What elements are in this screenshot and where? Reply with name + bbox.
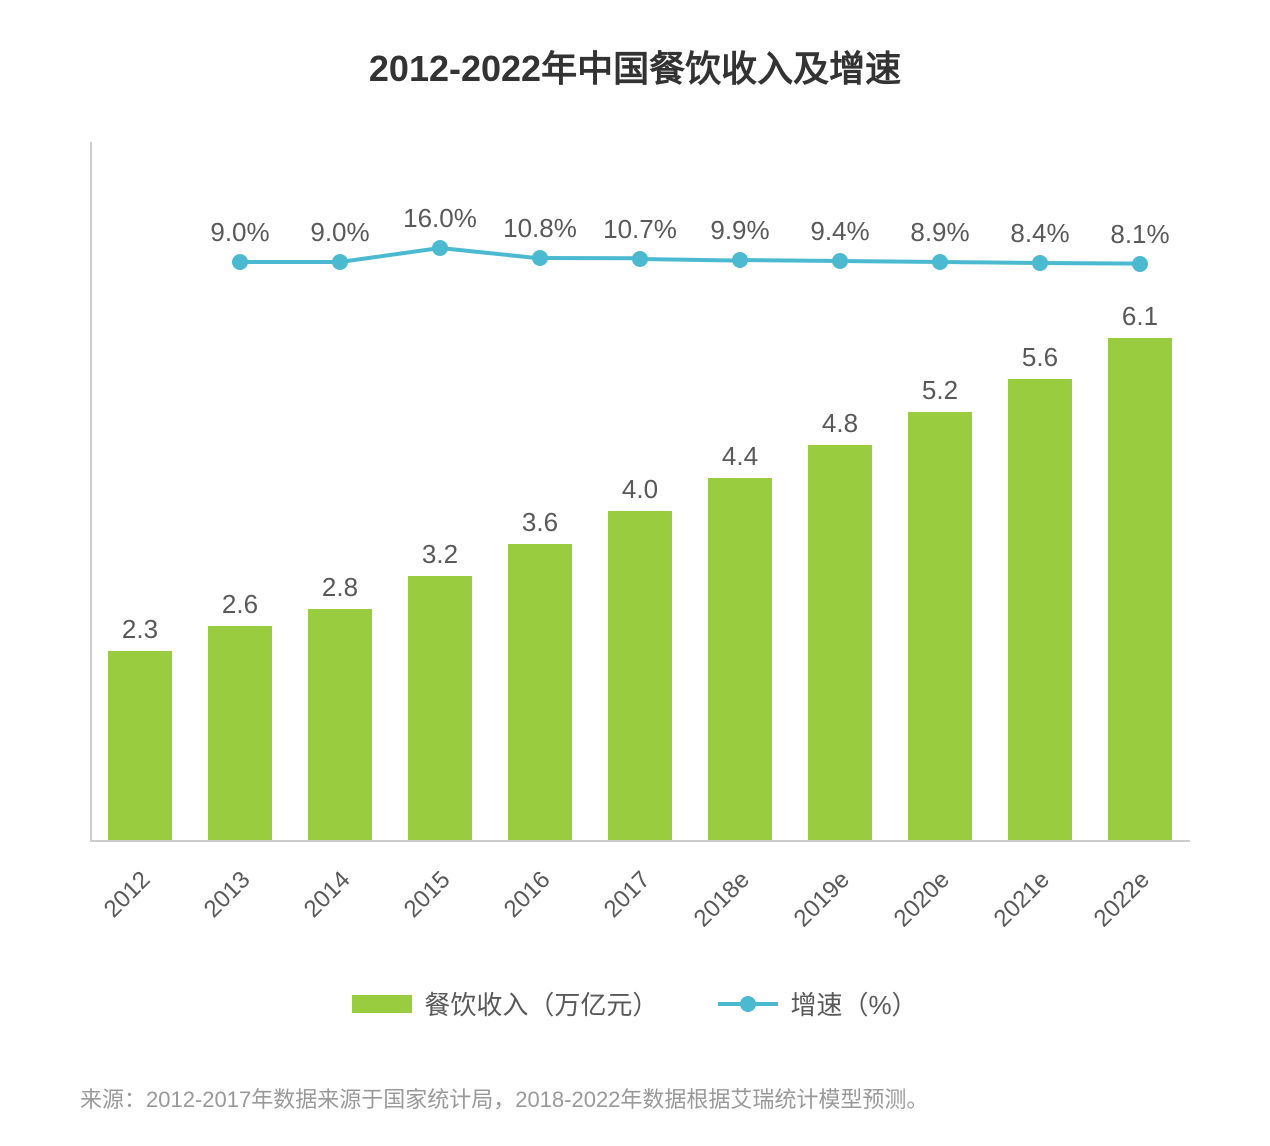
bar (208, 626, 272, 840)
line-marker (232, 254, 248, 270)
x-axis: 2012201320142015201620172018e2019e2020e2… (90, 842, 1190, 902)
line-value-label: 10.8% (503, 213, 577, 244)
line-value-label: 10.7% (603, 214, 677, 245)
line-segment (240, 260, 340, 264)
bar-value-label: 2.8 (300, 572, 380, 603)
x-axis-label: 2013 (198, 866, 256, 924)
line-marker (532, 250, 548, 266)
line-segment (840, 259, 940, 264)
source-note: 来源：2012-2017年数据来源于国家统计局，2018-2022年数据根据艾瑞… (50, 1082, 1220, 1114)
line-value-label: 9.0% (210, 217, 269, 248)
bar (1108, 338, 1172, 840)
line-marker (832, 253, 848, 269)
line-segment (540, 256, 640, 260)
legend: 餐饮收入（万亿元） 增速（%） (60, 985, 1210, 1022)
bar-value-label: 4.8 (800, 408, 880, 439)
bar-value-label: 3.6 (500, 507, 580, 538)
line-segment (940, 260, 1040, 265)
bar (508, 544, 572, 840)
legend-item-line: 增速（%） (718, 985, 917, 1022)
bar (608, 511, 672, 840)
line-value-label: 9.4% (810, 216, 869, 247)
bar (908, 412, 972, 840)
x-axis-label: 2020e (889, 866, 956, 933)
bar-value-label: 5.6 (1000, 342, 1080, 373)
line-value-label: 9.0% (310, 217, 369, 248)
bar (708, 478, 772, 840)
line-segment (440, 246, 540, 260)
line-value-label: 8.1% (1110, 219, 1169, 250)
line-segment (640, 257, 740, 263)
legend-label-line: 增速（%） (790, 985, 917, 1022)
line-value-label: 9.9% (710, 215, 769, 246)
x-axis-label: 2018e (689, 866, 756, 933)
bar-value-label: 2.3 (100, 614, 180, 645)
bar-value-label: 5.2 (900, 375, 980, 406)
line-marker (432, 240, 448, 256)
bar-value-label: 4.4 (700, 441, 780, 472)
line-value-label: 8.4% (1010, 218, 1069, 249)
line-marker (1032, 255, 1048, 271)
x-axis-label: 2015 (398, 866, 456, 924)
line-marker (732, 252, 748, 268)
legend-label-bars: 餐饮收入（万亿元） (424, 985, 658, 1022)
line-segment (340, 246, 441, 264)
chart-title: 2012-2022年中国餐饮收入及增速 (50, 40, 1220, 92)
line-marker (332, 254, 348, 270)
bar (808, 445, 872, 840)
bar-value-label: 6.1 (1100, 301, 1180, 332)
line-value-label: 8.9% (910, 217, 969, 248)
line-segment (1040, 261, 1140, 266)
x-axis-label: 2021e (989, 866, 1056, 933)
legend-item-bars: 餐饮收入（万亿元） (352, 985, 658, 1022)
bar (108, 651, 172, 840)
bar-value-label: 2.6 (200, 589, 280, 620)
line-marker (632, 251, 648, 267)
line-marker (932, 254, 948, 270)
x-axis-label: 2014 (298, 866, 356, 924)
x-axis-label: 2022e (1089, 866, 1156, 933)
line-value-label: 16.0% (403, 203, 477, 234)
bar (1008, 379, 1072, 840)
x-axis-label: 2012 (98, 866, 156, 924)
bar (408, 576, 472, 840)
x-axis-label: 2016 (498, 866, 556, 924)
x-axis-label: 2017 (598, 866, 656, 924)
chart-container: 2.3 2.6 2.8 3.2 3.6 4.0 4.4 4.8 5.2 5.6 6.1 9.0% 9.0… (60, 142, 1210, 902)
legend-swatch-bar (352, 995, 412, 1013)
plot-area: 2.3 2.6 2.8 3.2 3.6 4.0 4.4 4.8 5.2 5.6 6.1 9.0% 9.0… (90, 142, 1190, 842)
bar (308, 609, 372, 840)
line-segment (740, 258, 840, 263)
legend-swatch-line (718, 1002, 778, 1006)
bar-value-label: 3.2 (400, 539, 480, 570)
bar-value-label: 4.0 (600, 474, 680, 505)
x-axis-label: 2019e (789, 866, 856, 933)
line-marker (1132, 256, 1148, 272)
